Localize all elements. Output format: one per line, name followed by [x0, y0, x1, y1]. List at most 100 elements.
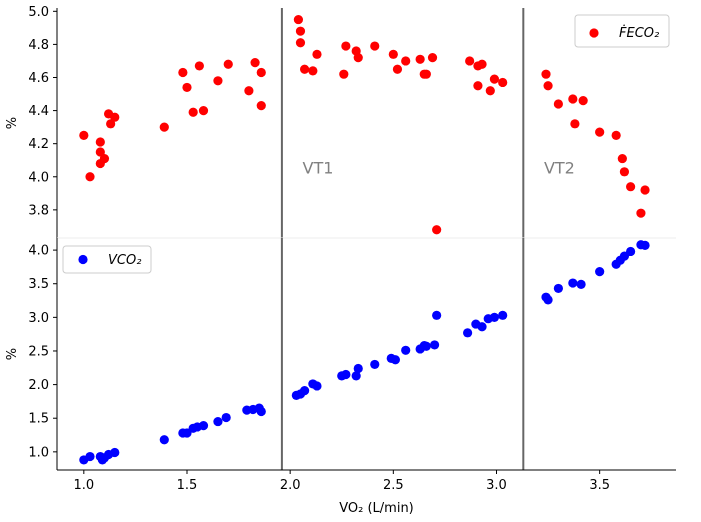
- data-point: [626, 182, 636, 192]
- data-point: [256, 406, 266, 417]
- data-point: [99, 153, 110, 164]
- data-point: [295, 26, 306, 36]
- data-point: [553, 283, 563, 294]
- y-tick-label: 2.0: [28, 378, 49, 393]
- data-point: [106, 119, 116, 129]
- data-point: [401, 345, 411, 355]
- data-point: [213, 76, 223, 86]
- data-point: [300, 64, 310, 74]
- data-point: [432, 310, 442, 320]
- top-panel: 3.8 4.0 4.2 4.4 4.6 4.8 5.0% VT1 VT2 ḞECO₂: [5, 5, 676, 239]
- data-point: [498, 77, 508, 88]
- data-point: [636, 208, 646, 218]
- legend-marker: [78, 254, 88, 265]
- data-point: [312, 381, 322, 391]
- data-point: [388, 49, 398, 59]
- data-point: [626, 246, 636, 257]
- data-point: [477, 59, 487, 69]
- data-point: [79, 130, 89, 141]
- y-tick-label: 4.0: [28, 170, 49, 185]
- data-point: [85, 172, 95, 182]
- data-point: [465, 56, 475, 66]
- y-tick-label: 1.5: [28, 412, 49, 427]
- data-point: [421, 69, 431, 79]
- data-point: [427, 53, 438, 63]
- data-point: [213, 416, 223, 427]
- data-point: [339, 69, 349, 79]
- data-point: [110, 112, 120, 122]
- x-tick-label: 1.0: [73, 478, 94, 493]
- data-point: [256, 101, 266, 111]
- data-point: [473, 81, 483, 91]
- data-point: [256, 67, 266, 78]
- x-tick-label: 1.5: [177, 478, 198, 493]
- legend-marker: [589, 28, 599, 38]
- data-point: [110, 447, 120, 458]
- data-point: [370, 41, 380, 51]
- y-tick-label: 1.0: [28, 445, 49, 460]
- data-point: [568, 278, 578, 288]
- data-point: [223, 59, 233, 69]
- data-point: [611, 130, 621, 141]
- data-point: [351, 371, 361, 381]
- y-tick-label: 4.0: [28, 244, 49, 259]
- y-tick-label: 3.5: [28, 277, 49, 292]
- y-tick-label: 3.8: [28, 203, 49, 218]
- data-point: [295, 38, 306, 48]
- legend-label: VCO₂: [108, 253, 141, 268]
- data-point: [568, 94, 578, 104]
- data-point: [619, 167, 630, 177]
- threshold-annotation: VT1: [303, 158, 334, 177]
- data-point: [415, 54, 425, 64]
- legend-label: ḞECO₂: [619, 25, 659, 41]
- data-point: [95, 137, 105, 147]
- data-point: [341, 41, 351, 51]
- data-point: [489, 74, 500, 84]
- data-point: [595, 267, 605, 277]
- data-point: [477, 322, 487, 332]
- data-point: [640, 185, 650, 195]
- data-point: [182, 82, 192, 93]
- data-point: [159, 122, 169, 132]
- data-point: [95, 147, 105, 157]
- y-tick-label: 4.8: [28, 38, 49, 53]
- data-point: [489, 312, 500, 322]
- x-tick-label: 2.5: [383, 478, 404, 493]
- data-point: [543, 81, 553, 91]
- data-point: [463, 328, 473, 338]
- y-tick-label: 5.0: [28, 5, 49, 20]
- data-point: [341, 369, 351, 380]
- data-point: [617, 153, 627, 164]
- data-point: [353, 363, 363, 374]
- y-axis-label: %: [5, 117, 20, 129]
- y-tick-label: 4.6: [28, 71, 49, 86]
- data-point: [421, 341, 431, 351]
- y-tick-label: 4.4: [28, 104, 49, 119]
- data-point: [640, 240, 650, 250]
- data-point: [250, 58, 260, 68]
- data-point: [541, 69, 551, 79]
- data-point: [221, 412, 231, 423]
- x-tick-label: 2.0: [280, 478, 301, 493]
- data-point: [198, 105, 209, 116]
- data-point: [244, 86, 254, 96]
- threshold-annotation: VT2: [544, 158, 575, 177]
- data-point: [85, 451, 95, 462]
- data-point: [429, 340, 440, 350]
- data-point: [312, 49, 322, 59]
- x-tick-label: 3.5: [589, 478, 610, 493]
- data-point: [392, 64, 403, 74]
- data-point: [390, 355, 400, 365]
- data-point: [188, 107, 198, 117]
- data-point: [293, 14, 304, 25]
- data-point: [498, 310, 508, 320]
- data-point: [300, 386, 310, 396]
- y-tick-label: 3.0: [28, 311, 49, 326]
- y-tick-label: 2.5: [28, 344, 49, 359]
- data-point: [198, 421, 209, 431]
- data-point: [543, 295, 553, 305]
- legend-box: [574, 14, 670, 48]
- data-point: [308, 66, 318, 76]
- data-point: [370, 359, 380, 370]
